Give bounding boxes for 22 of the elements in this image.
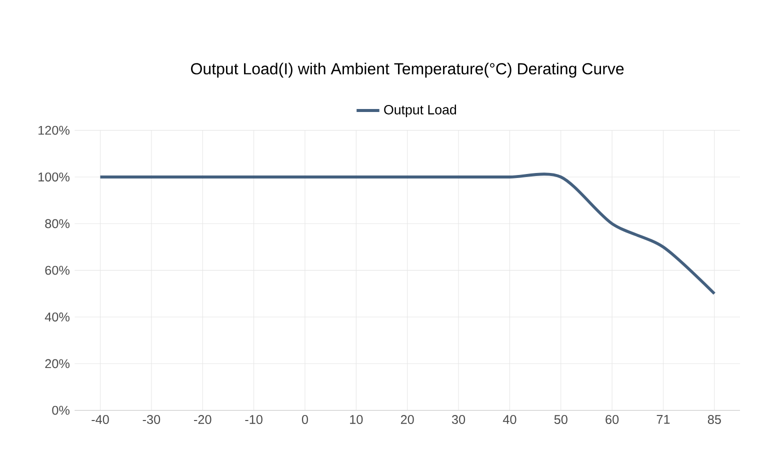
x-tick-label: -40 [92,415,109,424]
x-tick-label: 20 [400,415,414,424]
legend-label: Output Load [384,104,456,118]
y-tick-label: 120% [38,126,70,135]
x-tick-label: 30 [452,415,466,424]
y-tick-label: 40% [44,312,70,322]
y-tick-label: 20% [45,359,70,368]
y-tick-label: 100% [38,172,70,182]
x-tick-label: 0 [302,415,308,424]
x-tick-label: 85 [708,415,721,424]
y-tick-label: 60% [45,266,70,275]
x-tick-label: 10 [350,415,363,424]
x-tick-label: -10 [245,415,262,424]
chart-title: Output Load(I) with Ambient Temperature(°C) Derating Curve [191,62,624,78]
x-tick-label: 50 [554,415,568,424]
x-tick-label: -30 [142,415,160,424]
x-tick-label: 40 [502,415,516,424]
x-tick-label: -20 [194,415,212,424]
x-tick-label: 60 [606,415,619,424]
y-tick-label: 80% [45,219,70,228]
y-tick-label: 0% [52,406,70,415]
x-tick-label: 71 [656,415,670,424]
